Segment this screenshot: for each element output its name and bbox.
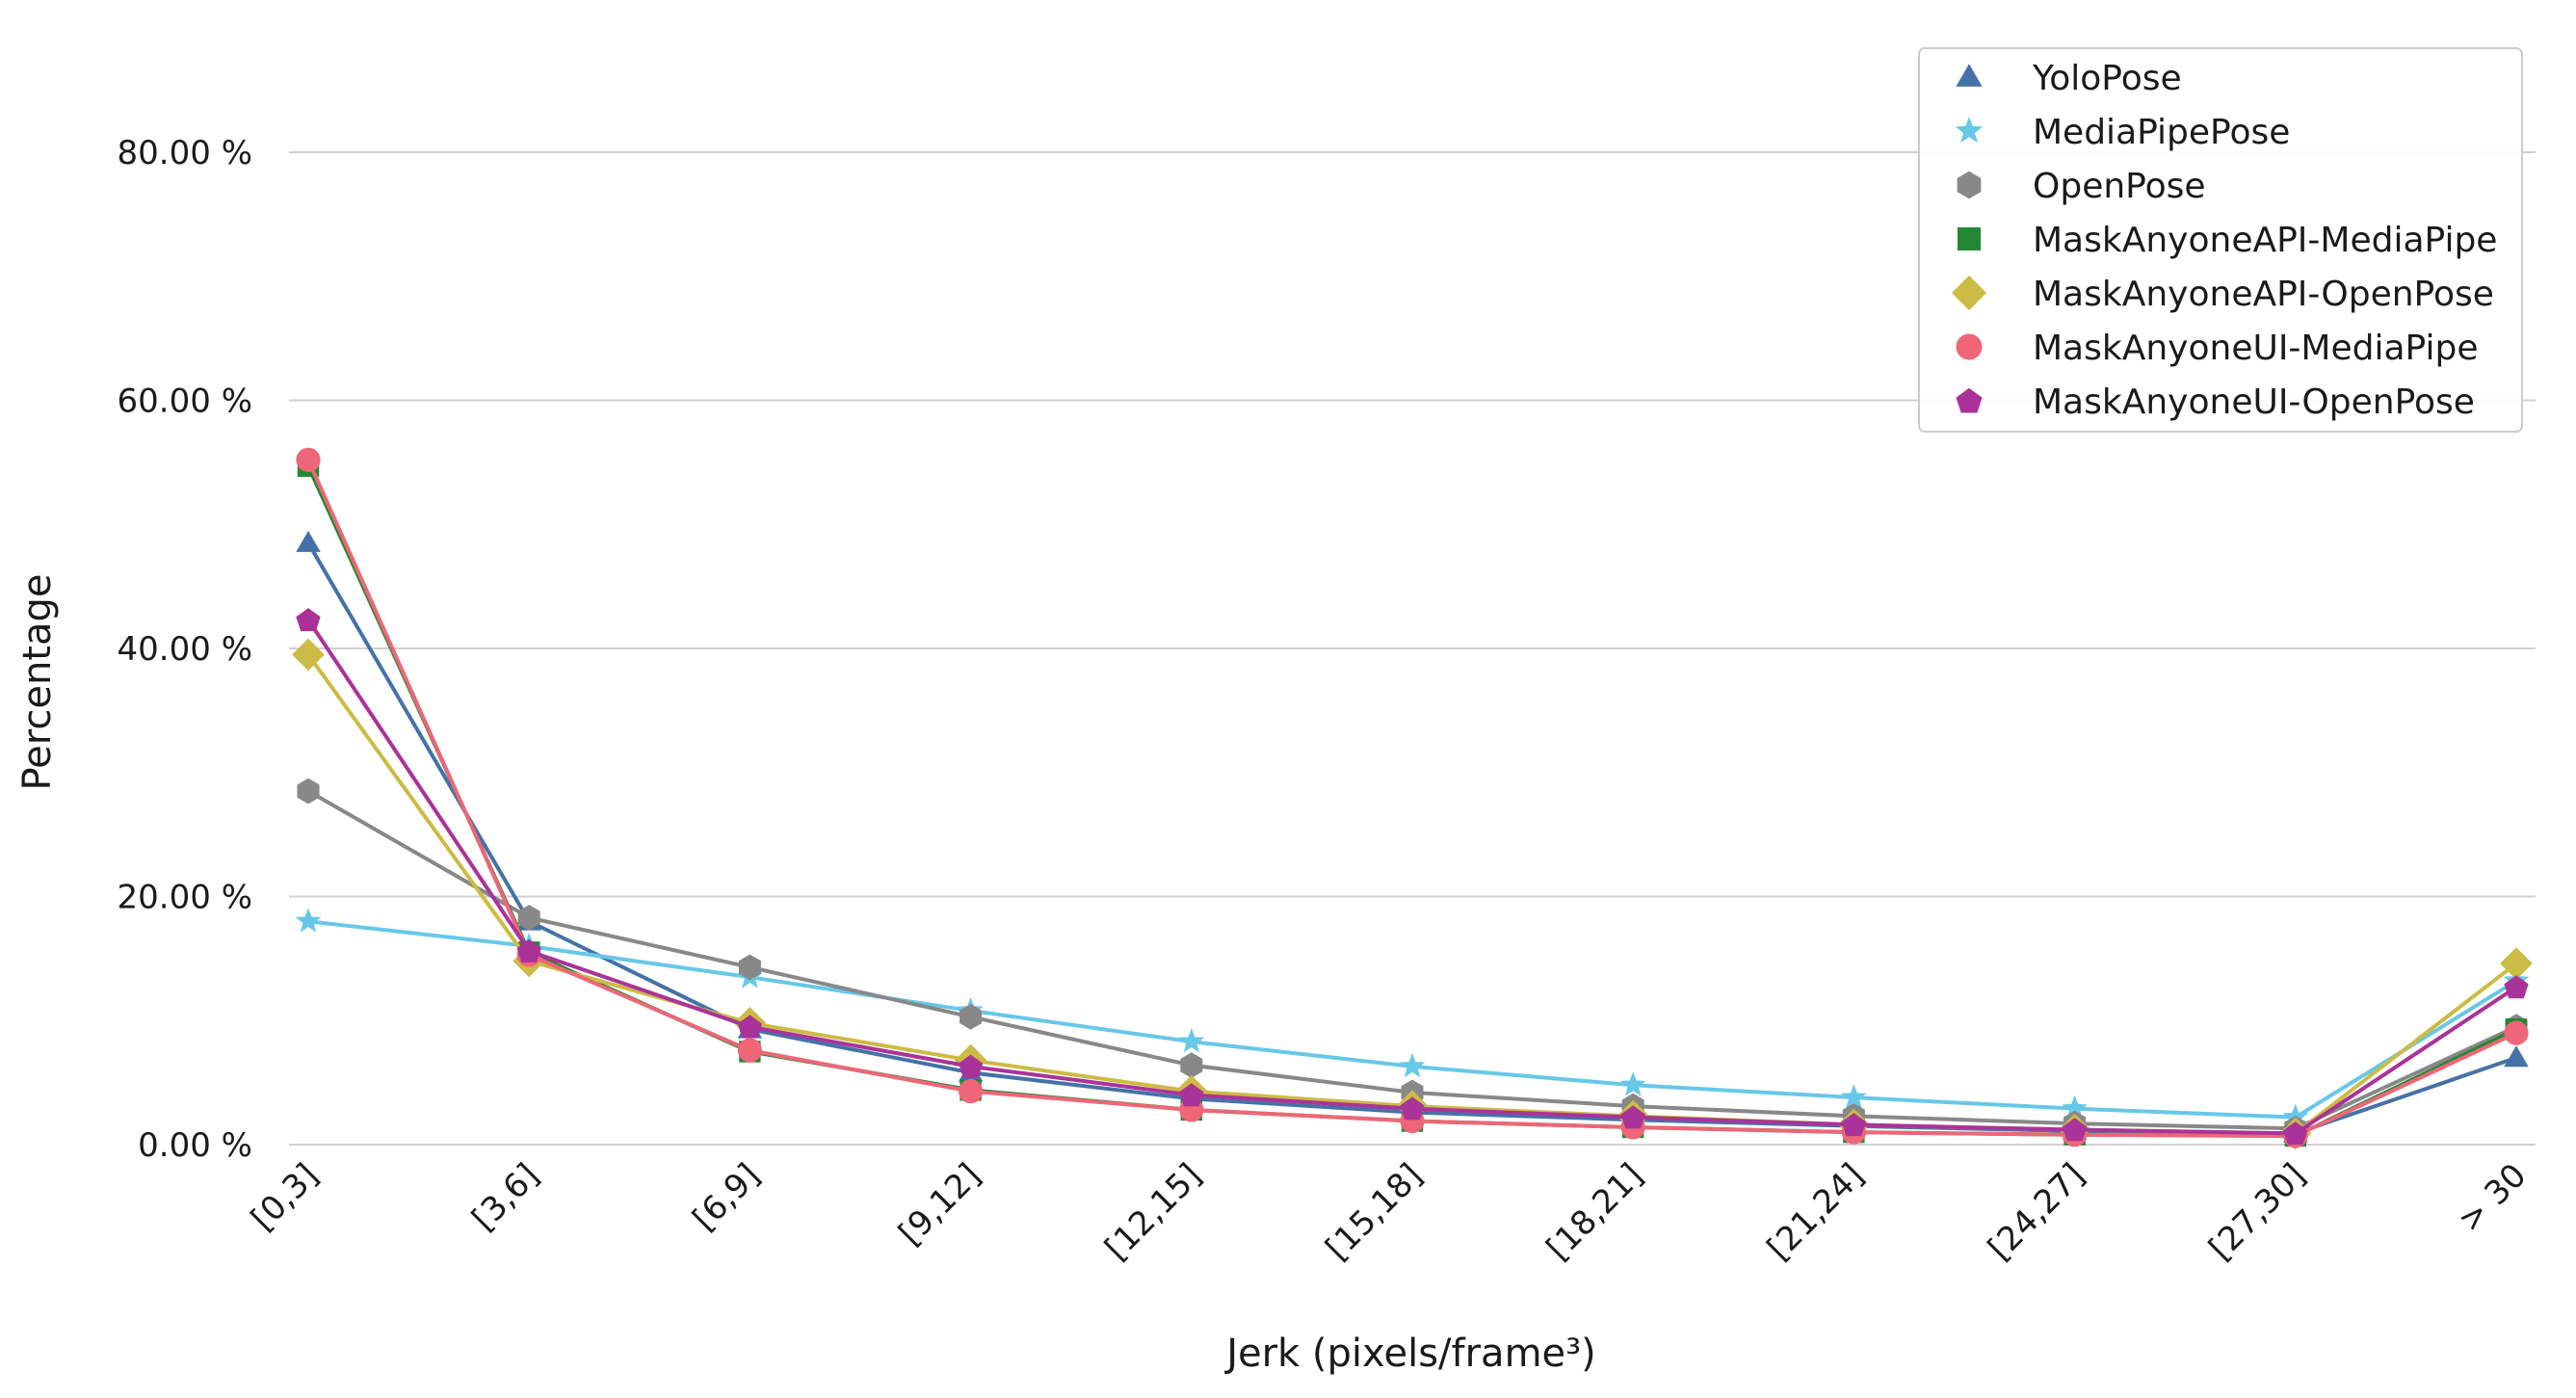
data-point: [2504, 1020, 2529, 1045]
legend-item: MediaPipePose: [1955, 113, 2290, 152]
legend-label: YoloPose: [2032, 59, 2182, 98]
legend-item: YoloPose: [1956, 59, 2182, 98]
series-YoloPose: [296, 530, 2529, 1143]
legend-marker: [1955, 117, 1984, 144]
y-tick-labels: 0.00 % 20.00 % 40.00 % 60.00 % 80.00 %: [118, 134, 252, 1165]
data-point: [738, 954, 761, 981]
legend-label: MediaPipePose: [2033, 113, 2290, 152]
x-tick-label: [6,9]: [685, 1156, 767, 1238]
legend-item: MaskAnyoneUI-MediaPipe: [1956, 329, 2478, 368]
data-point: [1400, 1096, 1425, 1121]
data-point: [297, 778, 320, 805]
series-MaskAnyoneUI-MediaPipe: [296, 447, 2529, 1148]
legend-item: MaskAnyoneUI-OpenPose: [1956, 382, 2475, 422]
x-tick-label: [21,24]: [1760, 1156, 1872, 1268]
series-line: [306, 464, 2517, 1138]
data-point: [2500, 947, 2533, 980]
data-point: [292, 638, 325, 672]
x-tick-label: [18,21]: [1539, 1156, 1651, 1268]
data-point: [296, 530, 321, 552]
y-tick-label: 40.00 %: [118, 630, 252, 669]
legend-marker: [1952, 276, 1986, 310]
legend-item: MaskAnyoneAPI-OpenPose: [1952, 275, 2494, 314]
data-point: [2062, 1095, 2088, 1120]
data-point: [1399, 1052, 1426, 1078]
data-point: [2504, 975, 2529, 999]
y-axis-label: Percentage: [15, 573, 60, 790]
x-tick-label: [3,6]: [464, 1156, 546, 1238]
series-MaskAnyoneAPI-MediaPipe: [297, 455, 2528, 1147]
series-group: [292, 447, 2533, 1150]
y-tick-label: 60.00 %: [118, 382, 252, 421]
legend-label: MaskAnyoneAPI-MediaPipe: [2033, 221, 2497, 260]
data-point: [1180, 1052, 1203, 1078]
legend-item: OpenPose: [1957, 167, 2206, 206]
data-point: [2283, 1121, 2308, 1146]
data-point: [2062, 1118, 2088, 1142]
legend-marker: [1956, 64, 1983, 87]
series-MaskAnyoneAPI-OpenPose: [292, 638, 2533, 1150]
data-point: [1620, 1105, 1645, 1129]
legend-marker: [1956, 387, 1983, 413]
data-point: [1178, 1028, 1205, 1053]
legend-label: OpenPose: [2033, 167, 2206, 206]
series-line: [306, 459, 2517, 1138]
y-tick-label: 20.00 %: [118, 879, 252, 917]
series-line: [306, 541, 2517, 1136]
legend-marker: [1956, 333, 1983, 360]
data-point: [296, 608, 321, 632]
legend-label: MaskAnyoneUI-OpenPose: [2033, 382, 2475, 422]
data-point: [1619, 1071, 1646, 1096]
x-tick-label: > 30: [2451, 1156, 2535, 1240]
x-tick-label: [12,15]: [1097, 1156, 1209, 1268]
x-axis-label: Jerk (pixels/frame³): [1223, 1332, 1596, 1376]
x-tick-labels: [0,3] [3,6] [6,9] [9,12] [12,15] [15,18] [18,2…: [244, 1156, 2534, 1268]
x-tick-label: [15,18]: [1318, 1156, 1430, 1268]
legend-label: MaskAnyoneAPI-OpenPose: [2033, 275, 2494, 314]
x-tick-label: [0,3]: [244, 1156, 326, 1238]
data-point: [959, 1004, 983, 1030]
x-tick-label: [24,27]: [1981, 1156, 2092, 1268]
series-MaskAnyoneUI-OpenPose: [296, 608, 2529, 1146]
legend: YoloPose MediaPipePose OpenPose MaskAnyoneA…: [1918, 47, 2523, 433]
legend-marker: [1957, 171, 1982, 199]
data-point: [296, 447, 321, 472]
legend-item: MaskAnyoneAPI-MediaPipe: [1958, 221, 2497, 260]
data-point: [516, 938, 541, 963]
y-tick-label: 0.00 %: [138, 1126, 252, 1165]
x-tick-label: [27,30]: [2201, 1156, 2313, 1268]
data-point: [958, 1054, 984, 1078]
data-point: [1841, 1113, 1867, 1137]
data-point: [959, 1079, 984, 1104]
data-point: [2504, 1045, 2529, 1068]
data-point: [517, 905, 540, 931]
data-point: [1841, 1084, 1867, 1109]
legend-label: MaskAnyoneUI-MediaPipe: [2033, 329, 2478, 368]
data-point: [295, 908, 322, 933]
data-point: [737, 1015, 763, 1039]
y-tick-label: 80.00 %: [118, 134, 252, 172]
legend-marker: [1958, 227, 1981, 251]
legend-box: [1918, 47, 2523, 433]
x-tick-label: [9,12]: [891, 1156, 988, 1253]
data-point: [1179, 1083, 1204, 1107]
data-point: [737, 1038, 763, 1063]
